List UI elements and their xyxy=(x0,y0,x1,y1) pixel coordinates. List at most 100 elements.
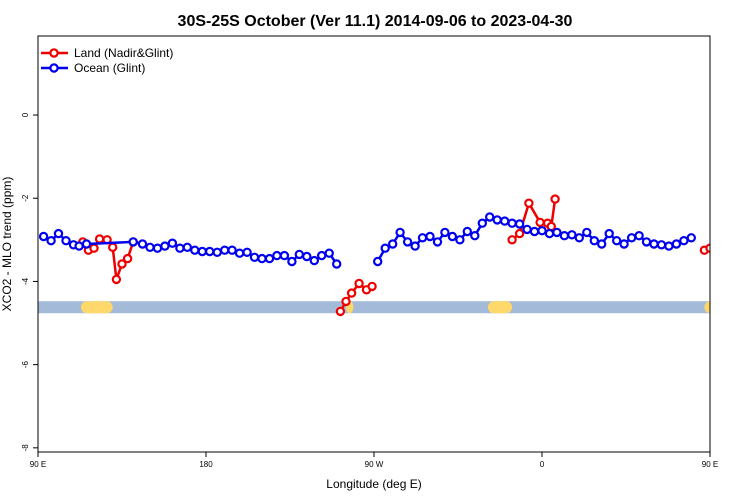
data-point xyxy=(249,252,260,262)
data-point xyxy=(514,219,525,229)
data-point xyxy=(550,194,560,204)
y-axis-label: XCO2 - MLO trend (ppm) xyxy=(0,177,14,312)
data-point xyxy=(514,228,525,239)
data-point xyxy=(582,227,592,238)
data-point xyxy=(190,245,200,255)
data-point xyxy=(671,239,682,249)
data-point xyxy=(111,274,122,285)
data-point xyxy=(664,241,674,251)
data-point xyxy=(81,239,92,249)
data-point xyxy=(559,230,570,241)
data-point xyxy=(367,281,377,292)
data-point xyxy=(272,250,282,261)
data-point xyxy=(38,231,49,242)
data-point xyxy=(324,248,334,258)
data-point xyxy=(175,243,185,253)
data-point xyxy=(485,212,495,222)
y-tick-label: -8 xyxy=(21,444,30,452)
legend-marker xyxy=(49,63,59,73)
data-point xyxy=(432,237,443,247)
land-band-segment xyxy=(80,301,113,314)
data-point xyxy=(335,306,346,317)
data-point xyxy=(529,226,540,237)
data-point xyxy=(477,218,487,228)
y-axis: 0 -2 -4 -6 -8 xyxy=(21,112,38,451)
data-point xyxy=(597,239,607,249)
data-point xyxy=(219,245,230,255)
data-point xyxy=(128,237,138,247)
data-point xyxy=(107,242,118,252)
data-point xyxy=(395,227,405,238)
data-point xyxy=(287,256,297,267)
data-point xyxy=(507,235,517,245)
data-point xyxy=(537,225,547,236)
data-point xyxy=(294,249,304,260)
data-point xyxy=(122,253,133,264)
data-point xyxy=(332,259,342,269)
data-point xyxy=(574,233,585,243)
data-point xyxy=(679,235,689,246)
data-point xyxy=(626,233,637,243)
series-ocean xyxy=(38,212,697,269)
data-point xyxy=(53,228,64,239)
legend-item: Ocean (Glint) xyxy=(41,61,145,75)
data-point xyxy=(552,227,562,238)
legend: Land (Nadir&Glint)Ocean (Glint) xyxy=(41,46,173,75)
x-tick-label: 90 E xyxy=(30,460,46,469)
land-band-segment xyxy=(487,301,513,314)
data-point xyxy=(302,251,312,262)
data-point xyxy=(425,231,435,242)
x-axis: 90 E 180 90 W 0 90 E xyxy=(30,452,718,469)
data-point xyxy=(354,278,364,289)
data-point xyxy=(167,238,178,248)
y-tick-label: -2 xyxy=(21,194,30,202)
data-point xyxy=(524,198,534,208)
data-point xyxy=(417,233,428,243)
x-tick-label: 0 xyxy=(540,460,545,469)
data-point xyxy=(117,259,127,269)
data-point xyxy=(152,243,163,253)
data-point xyxy=(634,230,644,241)
data-point xyxy=(145,242,155,252)
y-tick-label: 0 xyxy=(21,112,30,117)
data-point xyxy=(649,239,659,249)
data-point xyxy=(346,288,357,298)
data-point xyxy=(734,276,741,283)
legend-label: Ocean (Glint) xyxy=(74,61,145,75)
data-point xyxy=(410,241,420,251)
legend-label: Land (Nadir&Glint) xyxy=(74,46,173,60)
data-point xyxy=(604,228,614,239)
data-point xyxy=(522,224,532,235)
data-point xyxy=(544,228,555,239)
data-point xyxy=(160,241,170,251)
legend-marker xyxy=(49,48,59,58)
data-point xyxy=(61,235,71,246)
data-point xyxy=(440,227,450,238)
x-axis-label: Longitude (deg E) xyxy=(326,477,421,491)
data-point xyxy=(462,226,472,237)
data-point xyxy=(279,250,290,261)
data-point xyxy=(705,243,710,253)
legend-item: Land (Nadir&Glint) xyxy=(41,46,173,60)
data-point xyxy=(729,245,736,252)
data-point xyxy=(641,237,652,247)
y-tick-label: -4 xyxy=(21,277,30,285)
data-point xyxy=(197,246,207,257)
data-point xyxy=(388,239,398,249)
data-point xyxy=(470,230,480,241)
data-point xyxy=(619,239,629,249)
x-tick-label: 90 W xyxy=(365,460,384,469)
data-point xyxy=(137,239,148,249)
data-point xyxy=(257,253,267,264)
data-point xyxy=(447,231,458,242)
data-point xyxy=(492,215,502,225)
surface-band xyxy=(38,301,710,314)
data-point xyxy=(380,243,390,253)
data-point xyxy=(242,247,252,257)
data-point xyxy=(589,235,600,246)
data-point xyxy=(612,235,622,246)
data-point xyxy=(317,250,327,261)
data-point xyxy=(714,235,721,242)
ocean-band xyxy=(38,301,710,314)
